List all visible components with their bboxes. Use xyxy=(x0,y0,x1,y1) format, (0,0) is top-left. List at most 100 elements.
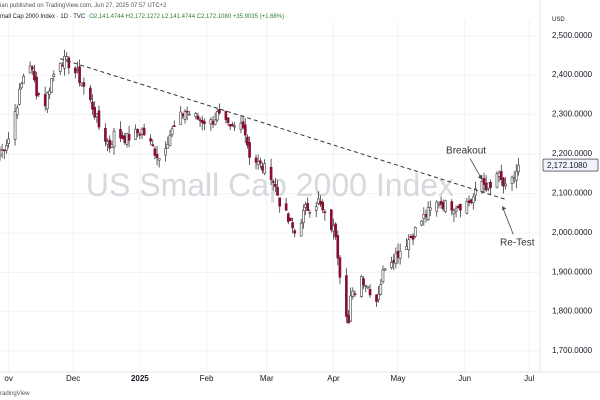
candle-down xyxy=(254,157,258,163)
candle-up xyxy=(48,90,51,95)
candle-up xyxy=(390,262,393,269)
candle-down xyxy=(61,64,64,67)
candle-up xyxy=(465,201,469,214)
symbol-label: mall Cap 2000 Index · 1D · TVC xyxy=(0,14,86,20)
candle-down xyxy=(362,278,365,286)
candle-down xyxy=(441,202,445,210)
candle-down xyxy=(502,177,505,187)
candle-up xyxy=(80,83,84,87)
time-axis[interactable]: ov Dec 2025 Feb Mar Apr May Jun Jul xyxy=(4,374,534,383)
candle-up xyxy=(512,177,516,179)
candle-down xyxy=(226,117,230,124)
candle-up xyxy=(444,200,447,212)
x-tick-label: Mar xyxy=(260,374,274,383)
y-tick-label: 2,300.0000 xyxy=(552,110,593,119)
candle-down xyxy=(336,235,340,259)
candle-up xyxy=(0,149,4,151)
y-tick-label: 1,800.0000 xyxy=(552,307,593,316)
candle-down xyxy=(218,109,221,114)
candle-down xyxy=(489,181,492,188)
candle-up xyxy=(349,295,352,322)
candle-up xyxy=(112,130,116,148)
candle-down xyxy=(142,127,146,136)
candle-down xyxy=(73,67,77,74)
candle-up xyxy=(63,55,66,69)
candle-down xyxy=(276,186,279,196)
candle-up xyxy=(233,125,236,128)
candle-down xyxy=(82,82,86,87)
candle-up xyxy=(510,176,514,184)
candle-down xyxy=(345,275,348,317)
candle-up xyxy=(474,188,477,196)
y-tick-label: 2,400.0000 xyxy=(552,70,593,79)
candle-down xyxy=(347,314,350,324)
candle-down xyxy=(450,201,454,211)
candle-up xyxy=(304,204,307,208)
candle-up xyxy=(166,144,170,149)
candle-down xyxy=(396,251,400,258)
candle-up xyxy=(426,207,430,220)
candle-up xyxy=(332,225,335,232)
candle-down xyxy=(274,183,277,187)
candle-up xyxy=(317,198,320,204)
candle-up xyxy=(495,173,499,188)
currency-label: USD xyxy=(552,17,565,23)
retest-arrowhead xyxy=(502,206,507,211)
candle-down xyxy=(127,134,131,141)
candle-down xyxy=(248,142,251,158)
candle-up xyxy=(15,107,19,116)
x-tick-label: Dec xyxy=(66,374,80,383)
candle-down xyxy=(284,203,288,211)
candle-up xyxy=(125,132,129,145)
chart-header: ian published on TradingView.com, Jun 27… xyxy=(0,0,540,28)
candle-down xyxy=(353,293,357,295)
candle-down xyxy=(323,211,327,214)
candle-down xyxy=(149,138,152,142)
candle-down xyxy=(286,213,290,222)
candle-down xyxy=(246,136,249,146)
candle-down xyxy=(467,200,471,204)
candle-down xyxy=(138,134,142,136)
candle-down xyxy=(469,199,473,204)
candle-down xyxy=(269,166,273,180)
candle-up xyxy=(7,138,10,144)
candle-down xyxy=(91,101,94,110)
annotations: Breakout Re-Test xyxy=(446,146,535,249)
candle-down xyxy=(334,223,337,238)
candle-down xyxy=(151,144,155,147)
candle-down xyxy=(411,235,415,240)
candle-down xyxy=(271,181,275,183)
candle-up xyxy=(360,276,363,297)
candle-up xyxy=(209,119,213,125)
candle-up xyxy=(157,158,161,161)
candle-up xyxy=(215,111,219,121)
candle-up xyxy=(517,164,520,173)
candle-up xyxy=(134,128,137,140)
candle-up xyxy=(407,239,411,250)
candle-down xyxy=(181,113,185,117)
candles xyxy=(0,49,520,324)
candle-down xyxy=(67,57,71,69)
breakout-arrowhead xyxy=(478,174,483,180)
candle-down xyxy=(499,171,503,180)
candle-down xyxy=(43,94,47,107)
y-tick-label: 1,700.0000 xyxy=(552,346,593,355)
candle-down xyxy=(228,123,232,127)
candle-up xyxy=(194,112,198,117)
candle-down xyxy=(121,135,124,140)
candle-down xyxy=(123,135,127,143)
candle-up xyxy=(454,208,458,212)
candle-down xyxy=(97,110,101,128)
y-tick-label: 2,000.0000 xyxy=(552,228,593,237)
candle-up xyxy=(428,207,432,211)
candle-up xyxy=(302,210,305,223)
candle-down xyxy=(198,119,202,122)
candle-down xyxy=(241,121,245,129)
candle-down xyxy=(172,125,176,127)
y-tick-label: 2,200.0000 xyxy=(552,149,593,158)
price-axis[interactable]: 2,500.0000 2,400.0000 2,300.0000 2,200.0000… xyxy=(552,31,593,355)
symbol-line: mall Cap 2000 Index · 1D · TVC O2,141.474… xyxy=(0,14,284,20)
trendline xyxy=(60,58,506,200)
